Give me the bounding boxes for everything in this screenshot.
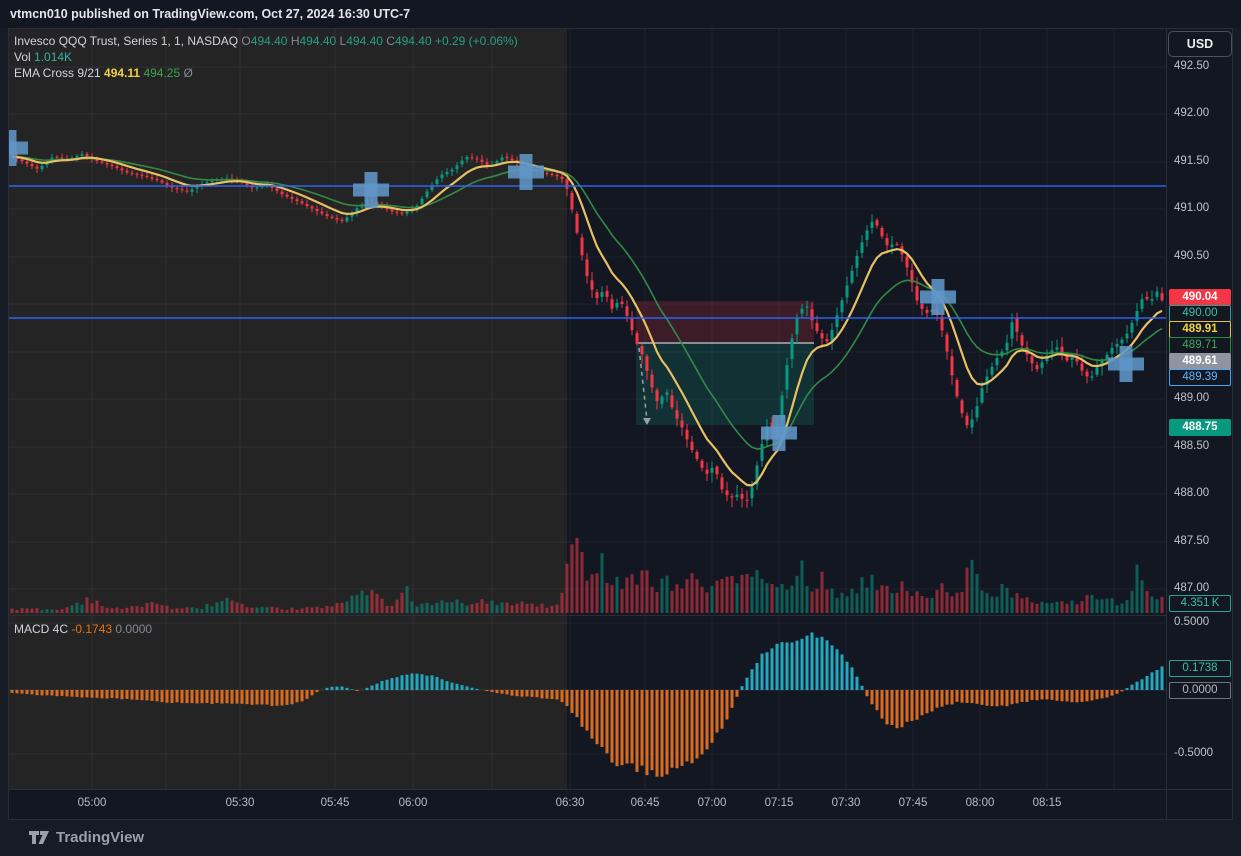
- ema-extra-symbol: Ø: [183, 66, 193, 80]
- price-badge: 489.91: [1169, 321, 1231, 338]
- macd-histogram: [10, 632, 1164, 777]
- candlestick-series: [10, 151, 1164, 509]
- time-tick: 07:00: [697, 797, 727, 809]
- price-badge: 490.04: [1169, 289, 1231, 306]
- publish-header: vtmcn010 published on TradingView.com, O…: [0, 0, 1241, 28]
- time-tick: 06:00: [398, 797, 428, 809]
- price-tick: 492.00: [1174, 107, 1210, 119]
- volume-value: 1.014K: [34, 50, 73, 64]
- tradingview-logo-icon[interactable]: [28, 829, 50, 847]
- price-tick: 488.50: [1174, 440, 1210, 452]
- price-tick: 487.00: [1174, 582, 1210, 594]
- currency-toggle-button[interactable]: USD: [1168, 31, 1232, 57]
- price-tick: 0.5000: [1174, 616, 1210, 628]
- premarket-session-tint: [9, 29, 567, 789]
- close-value: 494.40: [394, 34, 432, 48]
- publish-header-text: vtmcn010 published on TradingView.com, O…: [10, 7, 411, 21]
- chart-background: [8, 28, 1233, 820]
- price-tick: -0.5000: [1174, 747, 1214, 759]
- price-tick: 487.50: [1174, 535, 1210, 547]
- time-tick: 05:45: [320, 797, 350, 809]
- time-tick: 07:15: [764, 797, 794, 809]
- volume-bars: [10, 537, 1164, 613]
- close-label: C: [386, 34, 395, 48]
- change-value: +0.29 (+0.06%): [434, 34, 518, 48]
- gridlines: [9, 29, 1166, 789]
- volume-legend-row[interactable]: Vol 1.014K: [14, 49, 518, 65]
- time-tick: 07:30: [831, 797, 861, 809]
- macd-signal-value: 0.0000: [115, 622, 153, 636]
- symbol-legend-row[interactable]: Invesco QQQ Trust, Series 1, 1, NASDAQ O…: [14, 33, 518, 49]
- position-tool[interactable]: [636, 301, 814, 425]
- time-tick: 06:45: [630, 797, 660, 809]
- time-tick: 05:30: [225, 797, 255, 809]
- macd-hist-value: -0.1743: [71, 622, 113, 636]
- macd-legend[interactable]: MACD 4C -0.1743 0.0000: [14, 622, 152, 636]
- price-badge: 489.71: [1169, 337, 1231, 354]
- time-tick: 08:15: [1032, 797, 1062, 809]
- tradingview-brand-link[interactable]: TradingView: [56, 829, 145, 846]
- time-tick: 06:30: [555, 797, 585, 809]
- volume-label: Vol: [14, 50, 31, 64]
- horizontal-price-lines[interactable]: [9, 185, 1166, 319]
- price-axis[interactable]: 492.50 492.00 491.50 491.00 490.50 489.00 488.…: [1167, 28, 1241, 820]
- price-badge: 489.61: [1169, 353, 1231, 370]
- time-tick: 05:00: [77, 797, 107, 809]
- price-badge: 490.00: [1169, 305, 1231, 322]
- time-tick: 07:45: [898, 797, 928, 809]
- time-axis[interactable]: 05:00 05:30 05:45 06:00 06:30 06:45 07:00 07:15…: [8, 790, 1166, 820]
- price-tick: 491.00: [1174, 202, 1210, 214]
- footer-bar: TradingView: [0, 820, 1241, 856]
- low-value: 494.40: [346, 34, 383, 48]
- ema-fast-value: 494.11: [104, 66, 141, 80]
- high-label: H: [290, 34, 300, 48]
- symbol-title: Invesco QQQ Trust, Series 1, 1, NASDAQ: [14, 34, 239, 48]
- open-value: 494.40: [250, 34, 288, 48]
- price-tick: 489.00: [1174, 392, 1210, 404]
- price-tick: 492.50: [1174, 60, 1210, 72]
- symbol-legend: Invesco QQQ Trust, Series 1, 1, NASDAQ O…: [14, 33, 518, 81]
- ema-slow-value: 494.25: [143, 66, 181, 80]
- cross-markers[interactable]: [0, 130, 1144, 451]
- chart-frame-borders: [8, 28, 1233, 820]
- price-badge: 0.0000: [1169, 682, 1231, 699]
- ema-cross-label: EMA Cross 9/21: [14, 66, 101, 80]
- macd-label: MACD 4C: [14, 622, 69, 636]
- price-badge: 0.1738: [1169, 660, 1231, 677]
- ema-legend-row[interactable]: EMA Cross 9/21 494.11 494.25 Ø: [14, 65, 518, 81]
- price-tick: 488.00: [1174, 487, 1210, 499]
- time-tick: 08:00: [965, 797, 995, 809]
- high-value: 494.40: [299, 34, 337, 48]
- price-tick: 491.50: [1174, 155, 1210, 167]
- price-badge: 4.351 K: [1169, 595, 1231, 612]
- price-badge: 489.39: [1169, 369, 1231, 386]
- price-tick: 490.50: [1174, 250, 1210, 262]
- open-label: O: [241, 34, 251, 48]
- low-label: L: [339, 34, 347, 48]
- price-badge: 488.75: [1169, 419, 1231, 436]
